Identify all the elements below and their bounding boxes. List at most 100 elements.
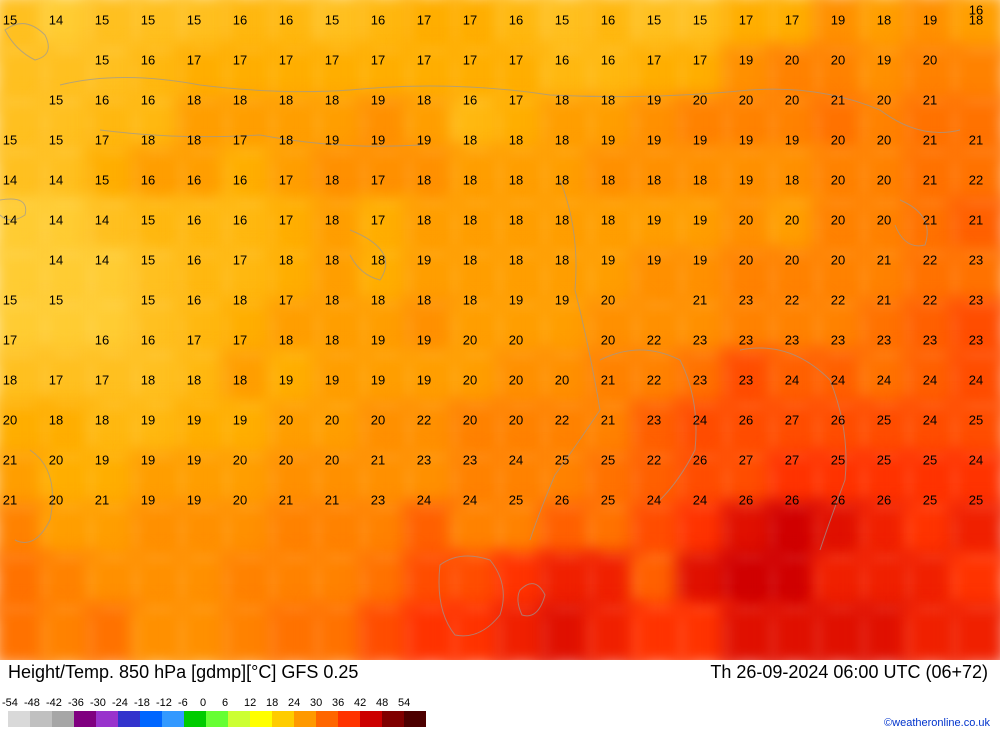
temp-value: 22 [417,413,431,428]
temp-value: 15 [95,13,109,28]
scale-segment: -6 [184,711,206,727]
temp-value: 20 [325,453,339,468]
temp-value: 20 [739,213,753,228]
temp-value: 17 [95,133,109,148]
temp-value: 23 [693,333,707,348]
temp-value: 16 [463,93,477,108]
temp-value: 23 [693,373,707,388]
temp-value: 15 [647,13,661,28]
temp-value: 20 [601,333,615,348]
temp-value: 19 [371,333,385,348]
temp-value: 20 [463,413,477,428]
temp-value: 27 [739,453,753,468]
temp-value: 18 [463,173,477,188]
temp-value: 18 [417,293,431,308]
temp-value: 20 [509,413,523,428]
temp-value: 18 [279,133,293,148]
temp-value: 18 [417,93,431,108]
footer-panel: Height/Temp. 850 hPa [gdmp][°C] GFS 0.25… [0,660,1000,733]
scale-label: -12 [156,697,172,709]
temp-value: 20 [371,413,385,428]
temp-value: 22 [647,453,661,468]
temp-value: 22 [555,413,569,428]
temp-value: 18 [647,173,661,188]
scale-label: 42 [354,697,366,709]
temp-value: 16 [141,93,155,108]
temp-value: 20 [785,53,799,68]
temp-value: 24 [693,413,707,428]
temp-value: 19 [601,133,615,148]
temp-value: 15 [49,93,63,108]
temp-value: 23 [969,253,983,268]
scale-label: -30 [90,697,106,709]
temp-value: 19 [371,93,385,108]
temp-value: 19 [739,133,753,148]
temp-value: 26 [555,493,569,508]
scale-segment: 0 [206,711,228,727]
temp-value: 19 [693,133,707,148]
temp-value: 23 [969,293,983,308]
temp-value: 21 [923,93,937,108]
temp-value: 16 [601,53,615,68]
scale-segment: 18 [272,711,294,727]
temp-value: 17 [785,13,799,28]
temp-value: 17 [693,53,707,68]
temp-value: 18 [279,93,293,108]
temp-value: 24 [923,413,937,428]
temp-value: 24 [969,453,983,468]
temp-value: 25 [831,453,845,468]
temp-value: 18 [601,93,615,108]
temp-value: 15 [141,253,155,268]
temp-value: 18 [141,133,155,148]
temp-value: 18 [463,253,477,268]
temp-value: 17 [49,373,63,388]
temp-value: 27 [785,413,799,428]
temp-value: 21 [3,493,17,508]
temp-value: 18 [417,173,431,188]
scale-label: -42 [46,697,62,709]
temp-value: 15 [141,213,155,228]
temp-value: 17 [371,213,385,228]
temp-value: 18 [601,213,615,228]
temp-value: 18 [233,93,247,108]
temp-value: 19 [187,413,201,428]
temp-value: 25 [509,493,523,508]
temp-value: 23 [463,453,477,468]
scale-segment: 36 [338,711,360,727]
temp-value: 18 [325,293,339,308]
temp-value: 20 [3,413,17,428]
temp-value: 18 [785,173,799,188]
temp-value: 24 [693,493,707,508]
temp-value: 15 [325,13,339,28]
temp-value: 19 [923,13,937,28]
temp-value: 15 [3,133,17,148]
scale-label: -36 [68,697,84,709]
temp-value: 17 [233,133,247,148]
temp-value: 19 [417,373,431,388]
temp-value: 19 [141,453,155,468]
temp-value: 17 [647,53,661,68]
temp-value: 21 [831,93,845,108]
color-scale: -54-48-42-36-30-24-18-12-606121824303642… [8,711,426,727]
temp-value: 26 [831,413,845,428]
temp-value: 15 [187,13,201,28]
temp-value: 22 [923,293,937,308]
temp-value: 20 [601,293,615,308]
scale-segment: 54 [404,711,426,727]
temp-value: 21 [601,373,615,388]
temp-value: 21 [3,453,17,468]
temp-value: 24 [969,373,983,388]
temp-value: 17 [463,13,477,28]
temp-value: 18 [371,293,385,308]
temp-value: 15 [95,53,109,68]
temp-value: 25 [923,453,937,468]
temp-value: 17 [233,253,247,268]
temp-value: 16 [279,13,293,28]
scale-label: -54 [2,697,18,709]
temp-value: 19 [647,213,661,228]
temp-value: 26 [877,493,891,508]
scale-label: 6 [222,697,228,709]
temp-value: 15 [3,13,17,28]
temp-value: 20 [555,373,569,388]
temp-value: 18 [463,213,477,228]
